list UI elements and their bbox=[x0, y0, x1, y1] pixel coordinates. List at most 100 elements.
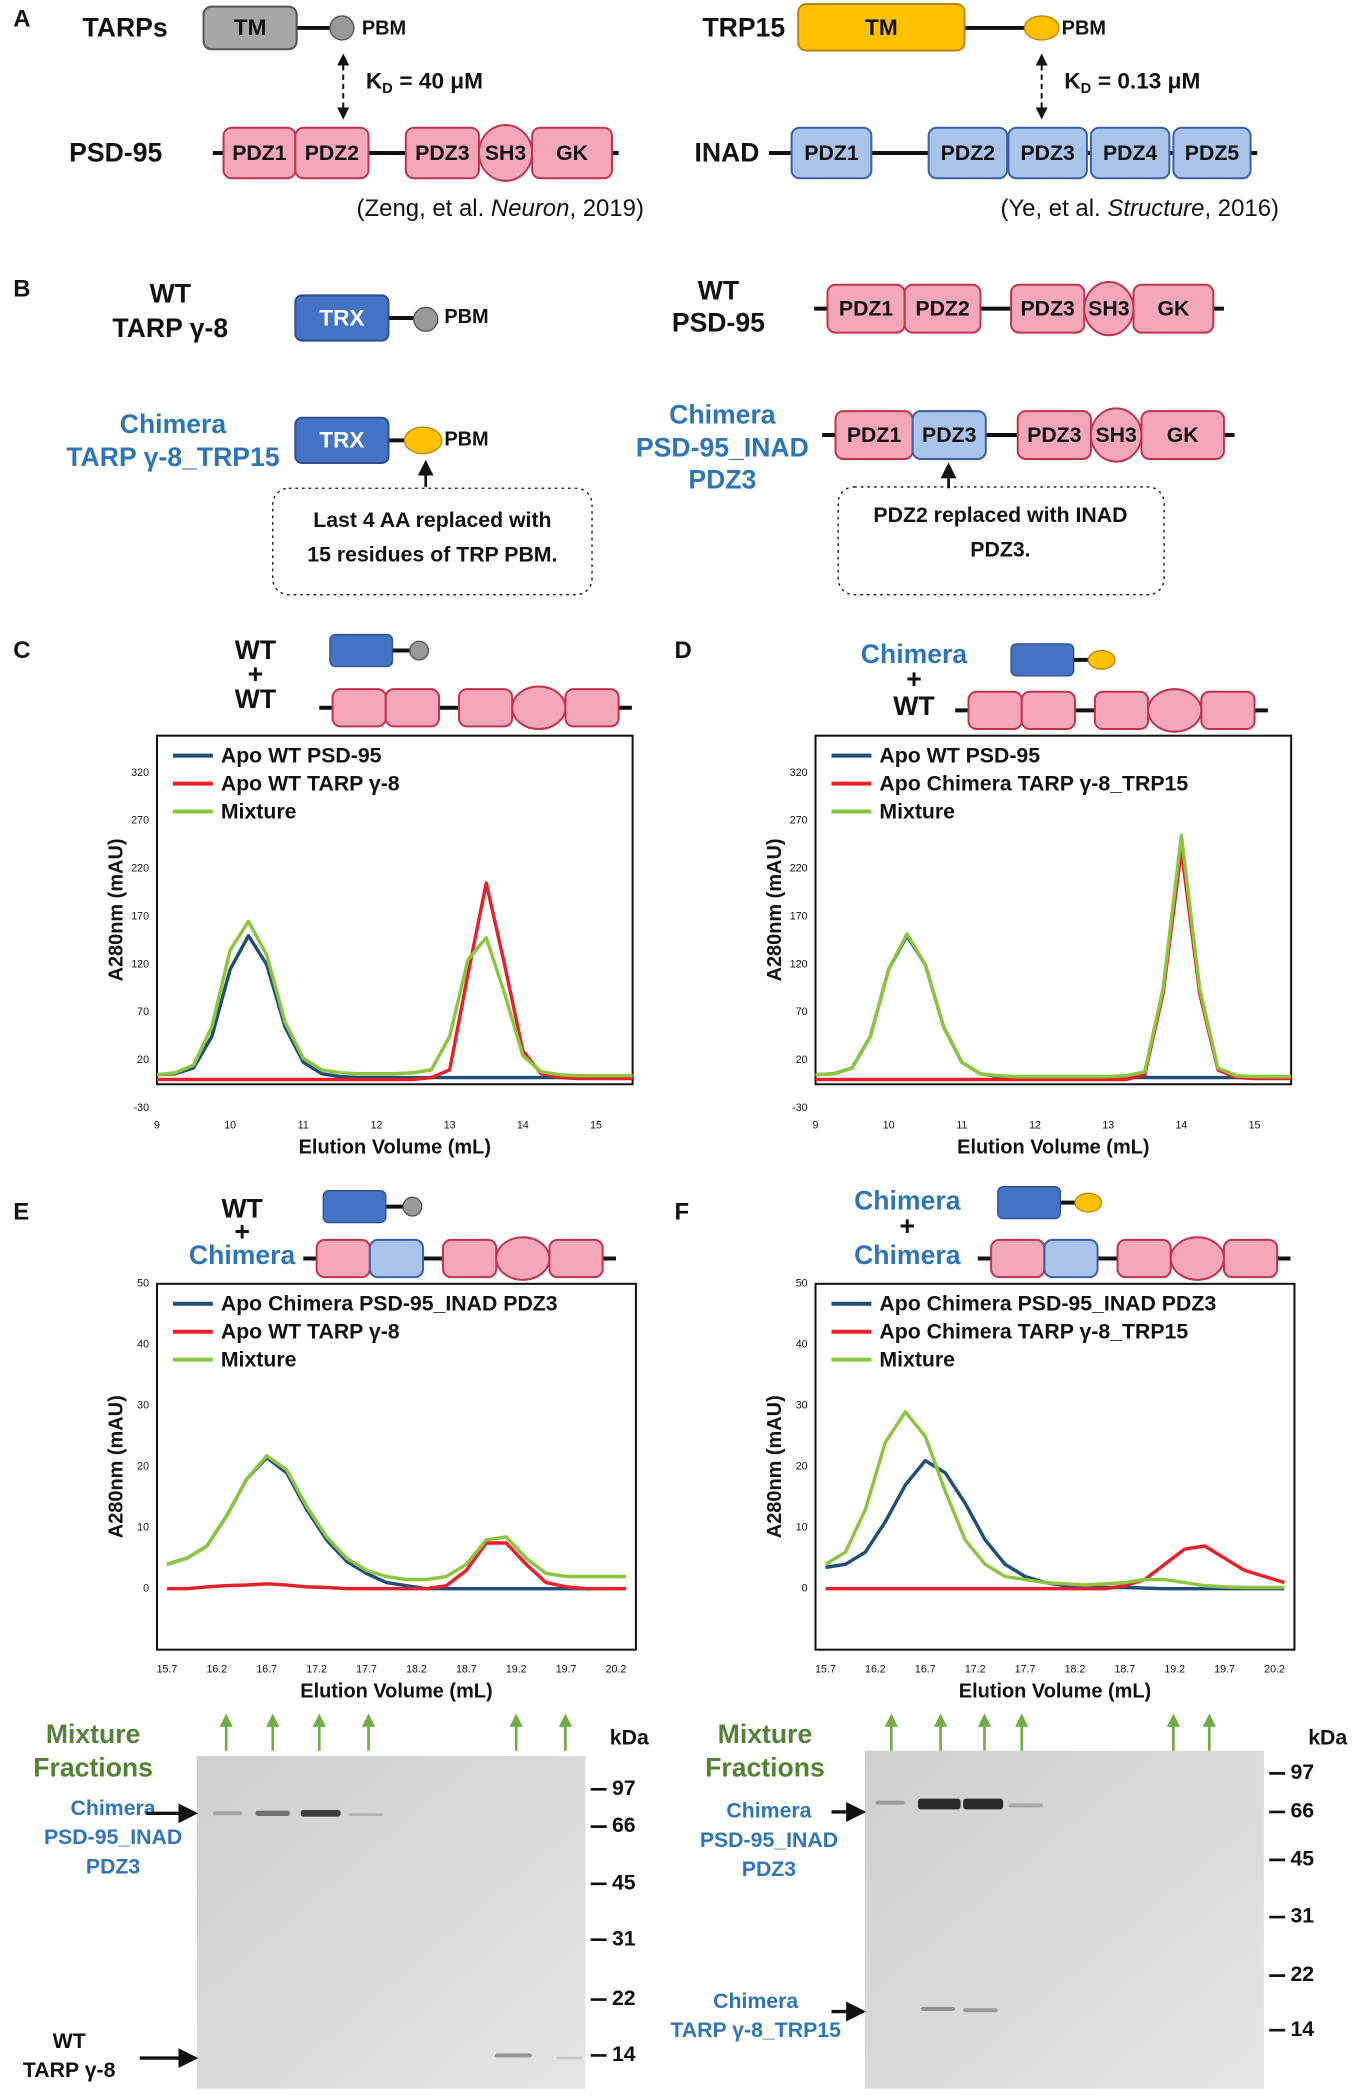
construct-label: WT bbox=[698, 276, 739, 306]
x-tick-label: 9 bbox=[813, 1119, 819, 1131]
y-tick-label: 320 bbox=[131, 767, 149, 779]
y-tick-label: 50 bbox=[137, 1278, 149, 1290]
pbm-icon bbox=[409, 640, 430, 661]
mix-label: Chimera bbox=[861, 639, 968, 669]
mix-label: + bbox=[900, 1211, 916, 1241]
panel-label: A bbox=[13, 5, 30, 32]
mix-label: WT bbox=[893, 691, 934, 721]
domain bbox=[967, 690, 1023, 731]
series-line bbox=[156, 919, 633, 1078]
protein-name: PSD-95 bbox=[69, 137, 162, 167]
domain bbox=[495, 1236, 551, 1281]
kd-symbol: K bbox=[366, 68, 383, 93]
gel-title: Mixture bbox=[718, 1719, 813, 1749]
kd-value: = 40 μM bbox=[399, 68, 483, 93]
domain bbox=[315, 1238, 371, 1279]
gel-image bbox=[196, 1756, 586, 2089]
x-axis-title: Elution Volume (mL) bbox=[959, 1681, 1151, 1703]
domain-label: SH3 bbox=[1096, 423, 1138, 447]
pbm bbox=[329, 15, 355, 41]
gel-band bbox=[255, 1810, 291, 1816]
pbm-icon bbox=[1087, 649, 1116, 670]
kd-symbol: K bbox=[1064, 68, 1081, 93]
domain-label: TRX bbox=[319, 305, 364, 330]
gel-band bbox=[963, 1798, 1004, 1810]
x-axis-title: Elution Volume (mL) bbox=[957, 1136, 1149, 1158]
citation-part: , 2016) bbox=[1204, 196, 1279, 223]
trx-domain bbox=[294, 294, 390, 342]
domain-label: PDZ1 bbox=[804, 141, 859, 165]
note: 15 residues of TRP PBM. bbox=[307, 543, 557, 567]
x-tick-label: 17.2 bbox=[306, 1663, 327, 1675]
domain-label: GK bbox=[1167, 423, 1200, 447]
trx-icon bbox=[322, 1190, 387, 1224]
protein-name: INAD bbox=[694, 137, 759, 167]
y-tick-label: 120 bbox=[131, 958, 149, 970]
y-tick-label: 270 bbox=[790, 815, 808, 827]
y-tick-label: 40 bbox=[796, 1339, 808, 1351]
series-line bbox=[815, 833, 1292, 1079]
legend-label: Apo Chimera PSD-95_INAD PDZ3 bbox=[879, 1292, 1216, 1316]
marker-unit: kDa bbox=[610, 1725, 649, 1749]
citation-journal: Neuron bbox=[491, 196, 570, 223]
trx-icon bbox=[997, 1186, 1061, 1220]
construct-label: TARP γ-8_TRP15 bbox=[66, 442, 280, 472]
y-tick-label: 20 bbox=[137, 1461, 149, 1473]
legend-label: Mixture bbox=[221, 799, 297, 823]
citation-part: (Zeng, et al. bbox=[357, 196, 491, 223]
kd-label: KD = 40 μM bbox=[366, 68, 483, 97]
trx-icon bbox=[329, 633, 394, 668]
legend-label: Mixture bbox=[879, 1348, 955, 1372]
x-axis-title: Elution Volume (mL) bbox=[300, 1681, 492, 1703]
domain bbox=[294, 126, 370, 180]
marker-label: 97 bbox=[1290, 1760, 1314, 1784]
domain-label: SH3 bbox=[1088, 297, 1130, 321]
band-label: TARP γ-8 bbox=[23, 2058, 116, 2082]
marker-label: 66 bbox=[612, 1813, 636, 1837]
domain bbox=[903, 283, 982, 334]
x-tick-label: 14 bbox=[1175, 1119, 1187, 1131]
gel-title: Mixture bbox=[46, 1719, 141, 1749]
legend-label: Apo WT PSD-95 bbox=[879, 744, 1040, 768]
pbm-label: PBM bbox=[444, 306, 488, 328]
x-tick-label: 17.7 bbox=[356, 1663, 377, 1675]
pbm bbox=[403, 426, 443, 455]
y-tick-label: 170 bbox=[790, 910, 808, 922]
x-tick-label: 18.2 bbox=[406, 1663, 427, 1675]
kd-subscript: D bbox=[382, 81, 393, 97]
band-label: Chimera bbox=[713, 1989, 798, 2013]
citation: (Zeng, et al. Neuron, 2019) bbox=[357, 196, 644, 223]
y-tick-label: 0 bbox=[802, 1583, 808, 1595]
pbm bbox=[413, 306, 439, 332]
panel-label: F bbox=[675, 1199, 690, 1226]
note: Last 4 AA replaced with bbox=[313, 508, 551, 532]
band-label: PSD-95_INAD bbox=[700, 1828, 838, 1852]
pbm-label: PBM bbox=[444, 429, 488, 451]
marker-label: 66 bbox=[1290, 1799, 1314, 1823]
x-tick-label: 15 bbox=[1249, 1119, 1261, 1131]
band-label: PDZ3 bbox=[742, 1857, 797, 1881]
marker-label: 22 bbox=[1290, 1962, 1314, 1986]
domain-label: TM bbox=[234, 15, 267, 40]
gel-band bbox=[300, 1809, 341, 1817]
citation-part: , 2019) bbox=[569, 196, 644, 223]
domain-label: PDZ2 bbox=[305, 141, 359, 165]
plot-frame bbox=[155, 734, 634, 1086]
domain bbox=[1089, 126, 1171, 180]
note: PDZ3. bbox=[970, 537, 1030, 561]
gel-band bbox=[963, 2008, 998, 2013]
gel-band bbox=[556, 2056, 583, 2060]
y-tick-label: 20 bbox=[137, 1054, 149, 1066]
legend-label: Apo WT TARP γ-8 bbox=[221, 1320, 400, 1344]
y-axis-title: A280nm (mAU) bbox=[764, 839, 786, 982]
x-tick-label: 14 bbox=[517, 1119, 529, 1131]
gel-band bbox=[917, 1798, 961, 1810]
domain-label: SH3 bbox=[485, 141, 527, 165]
x-tick-label: 20.2 bbox=[1264, 1663, 1285, 1675]
y-tick-label: 70 bbox=[137, 1006, 149, 1018]
kd-subscript: D bbox=[1081, 81, 1092, 97]
protein-name: TARPs bbox=[82, 12, 167, 42]
x-tick-label: 13 bbox=[444, 1119, 456, 1131]
domain-label: PDZ3 bbox=[1027, 423, 1082, 447]
pbm-label: PBM bbox=[1062, 18, 1106, 40]
